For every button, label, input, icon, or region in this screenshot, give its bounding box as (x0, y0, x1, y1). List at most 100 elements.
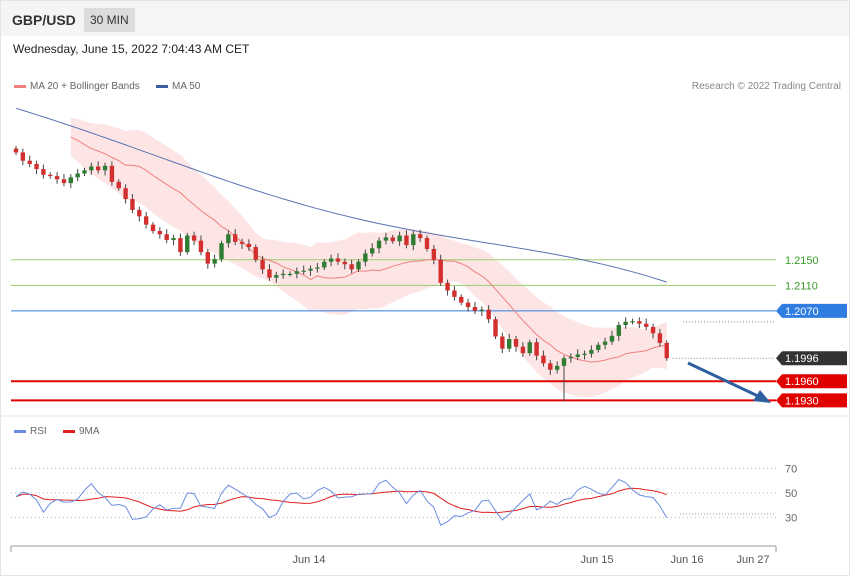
candle (328, 254, 334, 267)
candle-body (280, 273, 286, 276)
candle (61, 174, 67, 187)
candle-body (301, 270, 306, 272)
candle (267, 264, 272, 281)
candle-body (246, 243, 252, 248)
candle (602, 337, 608, 350)
candle-body (513, 339, 519, 347)
candle (424, 235, 430, 252)
level-tag-4 (776, 374, 847, 389)
candle (438, 254, 443, 286)
rsi-legend-label: RSI (30, 426, 47, 437)
candle (75, 169, 80, 182)
candle (96, 161, 101, 174)
candle-body (596, 344, 601, 350)
candle-body (527, 342, 532, 354)
candle-body (637, 321, 642, 324)
level-tag-5 (776, 393, 847, 408)
candle-body (500, 336, 505, 349)
candle-body (397, 235, 402, 242)
candle-body (287, 273, 293, 276)
candle-body (219, 243, 224, 260)
candle-body (123, 188, 128, 200)
credit-label: Research © 2022 Trading Central (691, 81, 841, 92)
candle (397, 231, 402, 246)
candle-body (226, 234, 231, 244)
candle-body (96, 166, 101, 171)
level-tag-3 (776, 351, 847, 366)
candle-body (575, 354, 580, 357)
candle (41, 164, 46, 179)
candle (459, 294, 464, 306)
price-legend-ma20: MA 20 + Bollinger Bands (14, 81, 140, 92)
x-tick-label: Jun 15 (580, 554, 613, 566)
candle (527, 339, 532, 356)
candle (500, 332, 505, 354)
candle-body (198, 240, 204, 253)
candle (445, 279, 450, 296)
candle (589, 345, 594, 358)
timeframe-button[interactable]: 30 MIN (84, 8, 135, 32)
candle (212, 254, 217, 268)
rsi-ma-line (15, 487, 667, 514)
candle (356, 259, 361, 272)
candle-body (178, 238, 183, 253)
candle (650, 323, 656, 339)
candle (27, 155, 32, 168)
candle-body (41, 169, 46, 175)
rsi-ma-legend-label: 9MA (79, 426, 100, 437)
candle-body (267, 269, 272, 278)
bollinger-band (70, 117, 667, 398)
candle-body (315, 267, 320, 269)
candle (493, 316, 498, 340)
candle-body (294, 271, 300, 274)
candle (150, 222, 156, 234)
candle-body (609, 335, 615, 342)
candle (541, 350, 546, 367)
candle-body (438, 259, 443, 283)
candle (34, 160, 39, 175)
rsi-ma-legend: 9MA (63, 426, 100, 437)
candle (644, 318, 649, 331)
candle (54, 172, 60, 184)
candle-body (630, 321, 635, 323)
candle (335, 253, 341, 265)
candle (417, 229, 423, 242)
candle-body (356, 261, 361, 270)
candle (404, 230, 409, 249)
candle (246, 239, 252, 251)
candle (363, 249, 368, 267)
candle-body (623, 321, 628, 325)
candle (157, 227, 163, 239)
candle-body (616, 324, 621, 336)
candle-body (157, 231, 163, 235)
candle-body (185, 235, 190, 253)
rsi-ma-swatch-icon (63, 430, 75, 433)
candle-body (349, 264, 354, 270)
candle-body (452, 290, 457, 297)
level-label-2: 1.2070 (785, 306, 819, 318)
candle-body (650, 326, 656, 334)
symbol-label: GBP/USD (12, 12, 76, 28)
x-tick-label: Jun 14 (292, 554, 325, 566)
candle-body (568, 356, 574, 359)
candle-body (486, 309, 491, 320)
candle (623, 317, 628, 329)
candle-body (13, 148, 19, 153)
candle-body (322, 261, 327, 268)
candle (609, 330, 615, 345)
candle (82, 167, 87, 177)
candle (185, 232, 190, 255)
level-label-0: 1.2150 (785, 255, 819, 267)
candle-body (102, 165, 108, 171)
candle-body (191, 235, 197, 241)
candle-body (34, 163, 39, 170)
level-label-4: 1.1960 (785, 376, 819, 388)
rsi-legend: RSI (14, 426, 47, 437)
candle (486, 305, 491, 324)
candle-body (534, 342, 539, 356)
candle-body (75, 173, 80, 178)
candle (294, 267, 300, 279)
candle (130, 193, 135, 214)
candle-body (68, 177, 73, 184)
